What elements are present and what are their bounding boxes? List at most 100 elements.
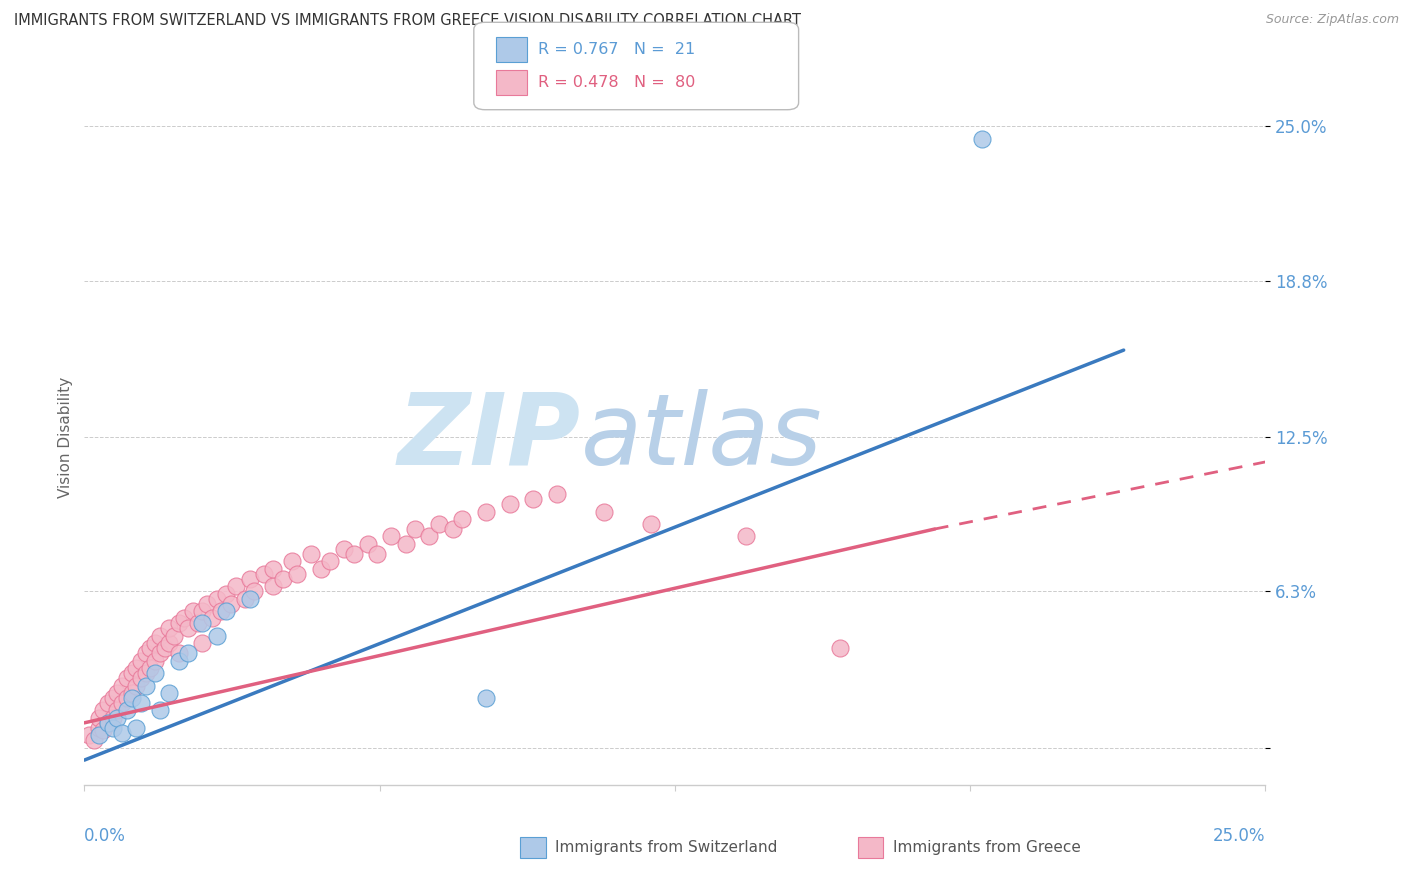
Point [215, 587, 238, 601]
Point [177, 621, 200, 635]
Point [101, 711, 124, 725]
Y-axis label: Vision Disability: Vision Disability [58, 376, 73, 498]
Point [191, 636, 214, 650]
Point [191, 604, 214, 618]
Point [111, 726, 134, 740]
Point [640, 517, 662, 532]
Point [167, 616, 190, 631]
Point [153, 641, 176, 656]
Point [111, 696, 134, 710]
Point [427, 517, 450, 532]
Point [139, 661, 162, 675]
Text: 0.0%: 0.0% [84, 827, 127, 845]
Point [319, 554, 342, 568]
Point [380, 529, 402, 543]
Point [404, 522, 426, 536]
Point [129, 671, 152, 685]
Point [475, 505, 498, 519]
Text: IMMIGRANTS FROM SWITZERLAND VS IMMIGRANTS FROM GREECE VISION DISABILITY CORRELAT: IMMIGRANTS FROM SWITZERLAND VS IMMIGRANT… [14, 13, 801, 29]
Point [394, 537, 416, 551]
Point [285, 566, 308, 581]
Point [366, 547, 388, 561]
Point [546, 487, 568, 501]
Text: Immigrants from Switzerland: Immigrants from Switzerland [555, 840, 778, 855]
Point [441, 522, 464, 536]
Point [243, 584, 266, 599]
Point [593, 505, 616, 519]
Point [97, 715, 120, 730]
Point [253, 566, 276, 581]
Point [233, 591, 256, 606]
Text: R = 0.767   N =  21: R = 0.767 N = 21 [538, 42, 696, 57]
Point [135, 666, 157, 681]
Point [262, 562, 284, 576]
Point [173, 611, 195, 625]
Point [91, 703, 114, 717]
Point [143, 654, 166, 668]
Point [187, 616, 209, 631]
Point [271, 572, 294, 586]
Point [91, 723, 114, 738]
Point [157, 686, 180, 700]
Point [262, 579, 284, 593]
Point [157, 636, 180, 650]
Point [225, 579, 247, 593]
Point [125, 679, 148, 693]
Point [191, 616, 214, 631]
Point [357, 537, 380, 551]
Point [129, 696, 152, 710]
Text: atlas: atlas [581, 389, 823, 485]
Point [143, 636, 166, 650]
Point [418, 529, 440, 543]
Point [83, 733, 105, 747]
Text: Source: ZipAtlas.com: Source: ZipAtlas.com [1265, 13, 1399, 27]
Point [115, 690, 138, 705]
Point [734, 529, 756, 543]
Point [157, 621, 180, 635]
Point [830, 641, 852, 656]
Point [101, 690, 124, 705]
Point [475, 690, 498, 705]
Point [97, 715, 120, 730]
Point [125, 661, 148, 675]
Point [135, 679, 157, 693]
Point [309, 562, 332, 576]
Point [299, 547, 322, 561]
Point [135, 646, 157, 660]
Point [97, 696, 120, 710]
Point [219, 597, 242, 611]
Point [149, 703, 172, 717]
Point [107, 686, 129, 700]
Text: R = 0.478   N =  80: R = 0.478 N = 80 [538, 75, 696, 90]
Point [281, 554, 304, 568]
Point [87, 728, 110, 742]
Point [129, 654, 152, 668]
Point [498, 497, 520, 511]
Point [215, 604, 238, 618]
Point [87, 721, 110, 735]
Point [181, 604, 204, 618]
Point [195, 597, 218, 611]
Point [239, 572, 262, 586]
Point [125, 721, 148, 735]
Point [201, 611, 224, 625]
Point [167, 654, 190, 668]
Point [163, 629, 186, 643]
Point [121, 686, 143, 700]
Point [177, 646, 200, 660]
Point [139, 641, 162, 656]
Point [205, 591, 228, 606]
Point [343, 547, 366, 561]
Point [143, 666, 166, 681]
Point [239, 591, 262, 606]
Point [970, 132, 993, 146]
Point [149, 629, 172, 643]
Point [205, 629, 228, 643]
Point [111, 679, 134, 693]
Point [121, 666, 143, 681]
Text: 25.0%: 25.0% [1213, 827, 1265, 845]
Point [149, 646, 172, 660]
Point [115, 703, 138, 717]
Point [107, 703, 129, 717]
Point [87, 711, 110, 725]
